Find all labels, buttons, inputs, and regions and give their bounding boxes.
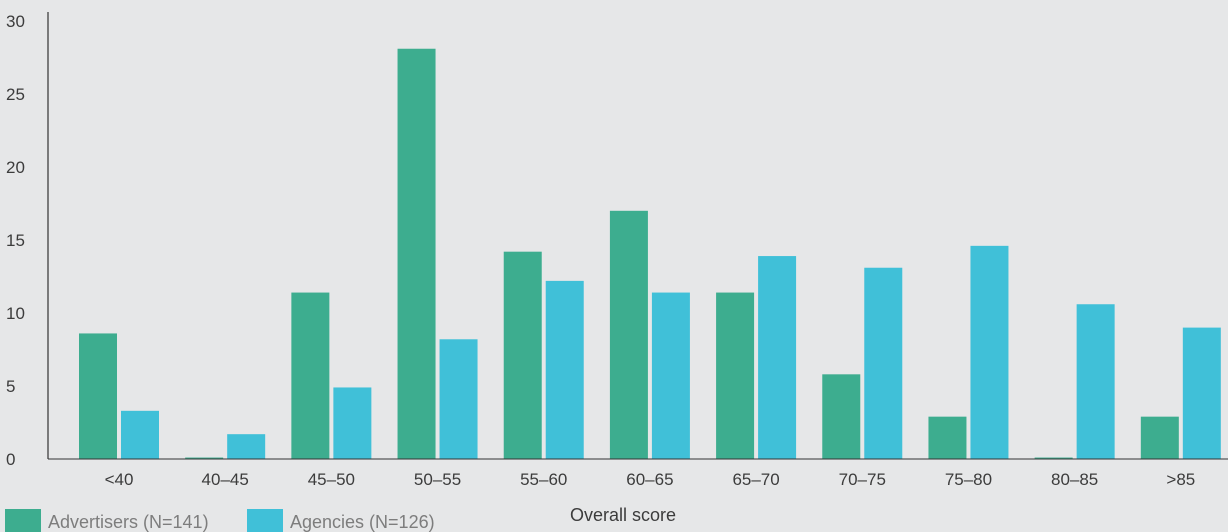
x-tick-label: 60–65 <box>626 470 673 489</box>
bar-advertisers-7 <box>822 374 861 459</box>
bars <box>79 48 1221 460</box>
x-axis: <40 40–45 45–50 50–55 55–60 60–65 65–70 70–75 75… <box>48 458 1228 489</box>
x-tick-label: 65–70 <box>732 470 779 489</box>
legend: Advertisers (N=141) Agencies (N=126) <box>5 509 435 532</box>
y-axis: 0 5 10 15 20 25 30 <box>6 12 49 469</box>
y-tick-label: 10 <box>6 304 25 323</box>
bar-agencies-3 <box>439 339 478 459</box>
x-tick-label: 55–60 <box>520 470 567 489</box>
x-tick-label: >85 <box>1166 470 1195 489</box>
y-tick-label: 25 <box>6 85 25 104</box>
legend-swatch-advertisers <box>5 509 41 532</box>
y-tick-label: 5 <box>6 377 15 396</box>
bar-agencies-9 <box>1076 304 1115 459</box>
bar-agencies-1 <box>227 434 266 459</box>
bar-agencies-7 <box>864 267 903 459</box>
x-tick-label: 75–80 <box>945 470 992 489</box>
bar-advertisers-10 <box>1140 416 1179 459</box>
y-tick-label: 20 <box>6 158 25 177</box>
y-tick-label: 0 <box>6 450 15 469</box>
y-tick-label: 15 <box>6 231 25 250</box>
bar-agencies-2 <box>333 387 372 459</box>
x-tick-label: <40 <box>105 470 134 489</box>
bar-advertisers-6 <box>716 292 755 459</box>
bar-agencies-8 <box>970 245 1009 459</box>
bar-agencies-0 <box>121 410 159 459</box>
bar-advertisers-9 <box>1034 457 1073 459</box>
bar-agencies-5 <box>651 292 690 459</box>
x-axis-title: Overall score <box>570 505 676 525</box>
bar-advertisers-0 <box>79 333 117 459</box>
bar-advertisers-2 <box>291 292 330 459</box>
bar-agencies-10 <box>1182 327 1221 459</box>
bar-advertisers-3 <box>397 48 436 460</box>
x-tick-label: 70–75 <box>839 470 886 489</box>
x-tick-label: 40–45 <box>202 470 249 489</box>
x-tick-label: 50–55 <box>414 470 461 489</box>
bar-advertisers-1 <box>185 457 224 459</box>
bar-advertisers-8 <box>928 416 967 459</box>
x-tick-label: 45–50 <box>308 470 355 489</box>
legend-label-advertisers: Advertisers (N=141) <box>48 512 209 532</box>
bar-agencies-4 <box>545 280 584 459</box>
y-tick-label: 30 <box>6 12 25 31</box>
legend-swatch-agencies <box>247 509 283 532</box>
legend-label-agencies: Agencies (N=126) <box>290 512 435 532</box>
bar-advertisers-4 <box>503 251 542 459</box>
bar-agencies-6 <box>758 256 797 459</box>
x-tick-label: 80–85 <box>1051 470 1098 489</box>
bar-advertisers-5 <box>609 210 648 459</box>
